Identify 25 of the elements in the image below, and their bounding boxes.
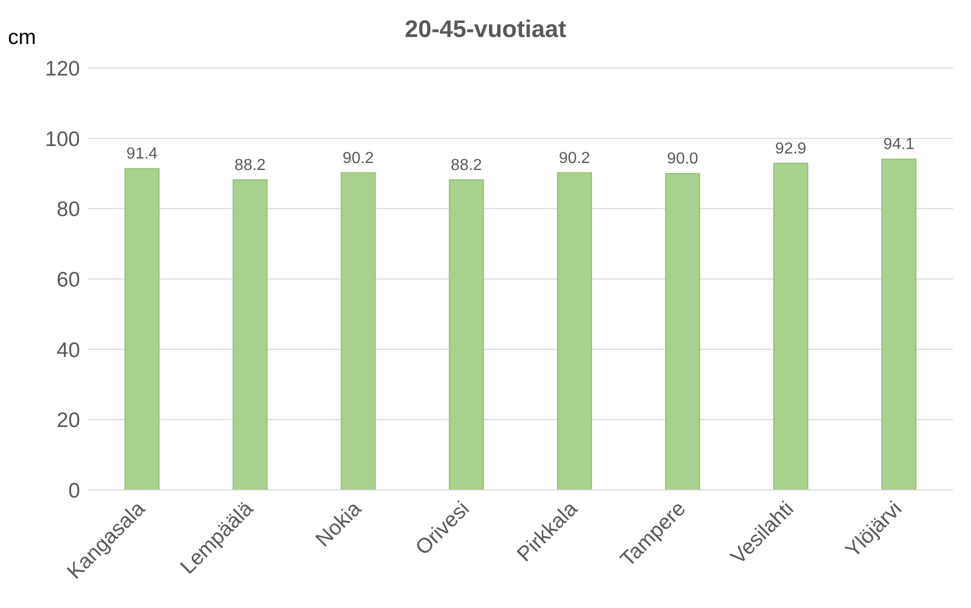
bar: [340, 172, 376, 490]
data-label: 88.2: [234, 156, 266, 174]
data-label: 88.2: [450, 156, 482, 174]
bar: [665, 173, 700, 490]
y-tick-label: 20: [56, 409, 80, 432]
y-axis-title: cm: [8, 26, 36, 50]
y-tick-label: 100: [44, 128, 80, 151]
data-label: 94.1: [883, 136, 915, 154]
data-label: 90.2: [342, 150, 374, 167]
data-label: 92.9: [775, 140, 806, 158]
bar: [773, 162, 808, 490]
bar: [124, 168, 160, 490]
y-tick-label: 60: [56, 268, 80, 292]
data-label: 91.4: [126, 146, 158, 163]
data-label: 90.0: [667, 150, 698, 168]
bar: [881, 158, 916, 490]
bar: [232, 179, 268, 490]
y-tick-label: 40: [56, 338, 80, 362]
bar: [557, 172, 592, 490]
y-tick-label: 80: [56, 198, 80, 222]
chart-title: 20-45-vuotiaat: [404, 16, 566, 43]
data-label: 90.2: [558, 150, 590, 167]
y-tick-label: 120: [44, 57, 80, 80]
bar: [448, 179, 484, 490]
y-tick-label: 0: [68, 479, 80, 502]
